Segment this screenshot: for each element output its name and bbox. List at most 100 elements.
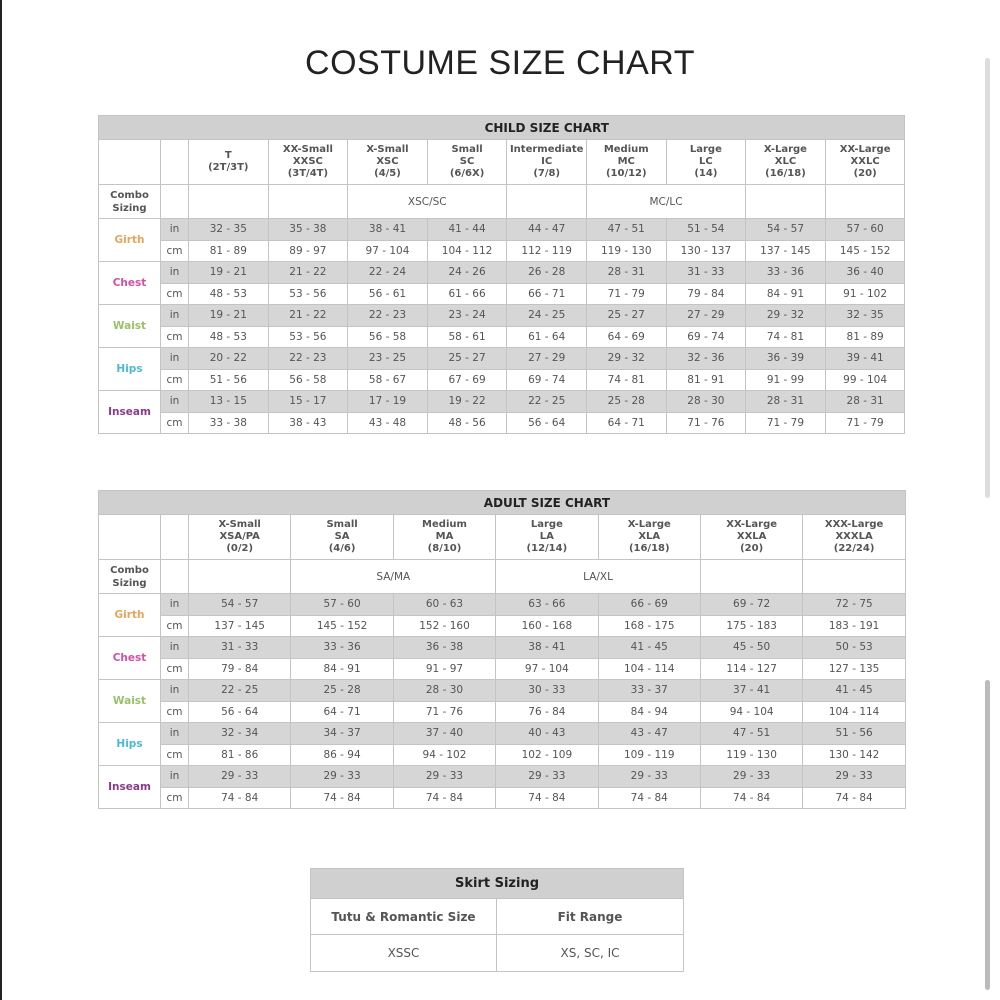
skirt-sizing-table: Skirt Sizing Tutu & Romantic Size Fit Ra…: [310, 868, 684, 972]
measure-cell: 28 - 30: [392, 679, 497, 702]
measure-cell: 63 - 66: [495, 593, 599, 616]
size-header-line: XXXLA: [835, 531, 873, 542]
measure-cell: 137 - 145: [745, 239, 826, 262]
unit-label: cm: [160, 325, 189, 348]
measure-cell: 69 - 72: [699, 593, 804, 616]
measure-row: cm 51 - 56 56 - 58 58 - 67 67 - 69 69 - 74 74 …: [99, 368, 906, 391]
combo-cell: [188, 184, 269, 219]
measure-row: cm 81 - 89 89 - 97 97 - 104 104 - 112 112 - 1…: [99, 239, 906, 262]
measure-cell: 74 - 84: [597, 786, 701, 809]
measure-cell: 45 - 50: [699, 636, 804, 659]
header-blank: [98, 514, 161, 560]
measure-cell: 25 - 27: [585, 304, 667, 327]
measure-cell: 61 - 64: [506, 325, 587, 348]
size-column-header: XX-Large XXLC (20): [824, 139, 906, 185]
measure-cell: 28 - 31: [824, 390, 906, 413]
unit-label: in: [160, 218, 189, 241]
measure-cell: 74 - 81: [585, 368, 667, 391]
size-header-line: XXLA: [736, 531, 767, 542]
measure-cell: 86 - 94: [290, 743, 394, 766]
size-column-header: Small SA (4/6): [290, 514, 394, 560]
measure-cell: 51 - 54: [665, 218, 747, 241]
measure-cell: 17 - 19: [347, 390, 428, 413]
measure-cell: 33 - 36: [290, 636, 394, 659]
measure-cell: 26 - 28: [506, 261, 587, 284]
measure-cell: 137 - 145: [187, 614, 292, 637]
measure-cell: 19 - 21: [188, 304, 269, 327]
measure-cell: 168 - 175: [597, 614, 701, 637]
measure-row: Girth in 32 - 35 35 - 38 38 - 41 41 - 44 44 - …: [98, 218, 906, 262]
measure-cell: 91 - 97: [392, 657, 497, 680]
scrollbar-track[interactable]: [985, 58, 990, 498]
unit-label: in: [160, 679, 189, 702]
measure-cell: 74 - 84: [392, 786, 497, 809]
measure-cell: 64 - 69: [585, 325, 667, 348]
measure-cell: 40 - 43: [495, 722, 599, 745]
size-column-header: Large LA (12/14): [495, 514, 599, 560]
measure-cell: 57 - 60: [824, 218, 906, 241]
measure-cell: 109 - 119: [597, 743, 701, 766]
unit-label: cm: [160, 614, 189, 637]
measure-cell: 119 - 130: [699, 743, 804, 766]
measure-label-girth: Girth: [98, 593, 161, 637]
size-header-line: X-Large: [763, 144, 807, 155]
measure-cell: 29 - 33: [802, 765, 906, 788]
measure-cell: 38 - 41: [495, 636, 599, 659]
measure-cell: 74 - 84: [495, 786, 599, 809]
size-column-header: XX-Large XXLA (20): [699, 514, 804, 560]
size-column-header: Medium MA (8/10): [392, 514, 497, 560]
combo-cell: MC/LC: [585, 184, 747, 219]
measure-cell: 48 - 53: [188, 282, 269, 305]
size-header-line: XXX-Large: [824, 519, 884, 530]
measure-cell: 22 - 24: [347, 261, 428, 284]
measure-cell: 119 - 130: [585, 239, 667, 262]
measure-cell: 29 - 33: [392, 765, 497, 788]
combo-cell: LA/XL: [495, 559, 701, 594]
measure-cell: 33 - 36: [745, 261, 826, 284]
combo-cell: [699, 559, 804, 594]
measure-cell: 99 - 104: [824, 368, 906, 391]
measure-cell: 81 - 91: [665, 368, 747, 391]
measure-cell: 19 - 22: [426, 390, 508, 413]
size-header-line: XSC: [376, 156, 399, 167]
measure-cell: 28 - 31: [585, 261, 667, 284]
measure-cell: 127 - 135: [802, 657, 906, 680]
measure-cell: 58 - 61: [426, 325, 508, 348]
measure-cell: 23 - 25: [347, 347, 428, 370]
measure-cell: 35 - 38: [267, 218, 349, 241]
measure-cell: 64 - 71: [290, 700, 394, 723]
header-row: T (2T/3T) XX-Small XXSC (3T/4T) X-Small XSC (4/…: [98, 139, 906, 185]
measure-cell: 31 - 33: [665, 261, 747, 284]
measure-cell: 130 - 137: [665, 239, 747, 262]
size-header-line: XLC: [774, 156, 797, 167]
size-header-line: (3T/4T): [287, 168, 329, 179]
measure-cell: 130 - 142: [802, 743, 906, 766]
measure-cell: 71 - 76: [392, 700, 497, 723]
measure-cell: 47 - 51: [585, 218, 667, 241]
measure-row: cm 56 - 64 64 - 71 71 - 76 76 - 84 84 - 94 94 …: [99, 700, 906, 723]
measure-cell: 33 - 38: [188, 411, 269, 434]
measure-label-chest: Chest: [98, 261, 161, 305]
scrollbar-thumb[interactable]: [985, 680, 990, 990]
size-column-header: Intermediate IC (7/8): [506, 139, 587, 185]
measure-cell: 81 - 89: [824, 325, 906, 348]
combo-row: Combo Sizing XSC/SC MC/LC: [98, 184, 906, 219]
measure-row: Girth in 54 - 57 57 - 60 60 - 63 63 - 66 66 - …: [98, 593, 906, 637]
size-header-line: MA: [435, 531, 454, 542]
measure-cell: 84 - 94: [597, 700, 701, 723]
measure-cell: 48 - 53: [188, 325, 269, 348]
measure-cell: 97 - 104: [347, 239, 428, 262]
size-header-line: SC: [459, 156, 475, 167]
unit-label: in: [160, 390, 189, 413]
measure-cell: 27 - 29: [665, 304, 747, 327]
size-header-line: LC: [699, 156, 713, 167]
size-header-line: (4/6): [328, 543, 356, 554]
measure-row: cm 79 - 84 84 - 91 91 - 97 97 - 104 104 - 114…: [99, 657, 906, 680]
page-title: COSTUME SIZE CHART: [305, 44, 695, 82]
measure-cell: 51 - 56: [188, 368, 269, 391]
measure-cell: 47 - 51: [699, 722, 804, 745]
measure-label-hips: Hips: [98, 347, 161, 391]
measure-label-inseam: Inseam: [98, 765, 161, 809]
measure-cell: 48 - 56: [426, 411, 508, 434]
size-header-line: Medium: [422, 519, 467, 530]
